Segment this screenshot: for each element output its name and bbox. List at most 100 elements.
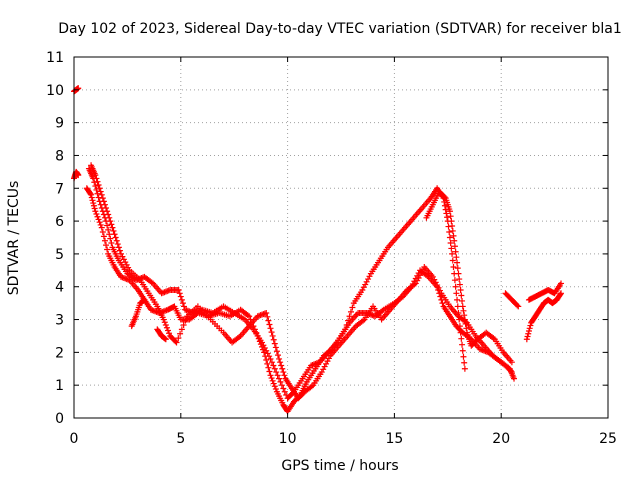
data-point: [178, 326, 185, 333]
data-point: [101, 201, 108, 208]
data-point: [141, 296, 148, 303]
data-point: [274, 372, 281, 379]
x-tick-label: 20: [492, 431, 510, 447]
data-point: [349, 304, 356, 311]
data-point: [108, 239, 115, 246]
data-point: [164, 327, 171, 334]
data-point: [162, 322, 169, 329]
data-point: [95, 216, 102, 223]
data-point: [455, 270, 462, 277]
data-point: [92, 172, 99, 179]
data-point: [270, 380, 277, 387]
data-point: [321, 363, 328, 370]
y-tick-label: 2: [55, 345, 64, 361]
data-point: [93, 210, 100, 217]
data-point: [163, 324, 170, 331]
data-point: [281, 388, 288, 395]
data-point: [460, 307, 467, 314]
data-point: [362, 281, 369, 288]
data-point: [277, 359, 284, 366]
data-point: [265, 364, 272, 371]
data-point: [450, 232, 457, 239]
data-point: [88, 191, 95, 198]
data-point: [441, 202, 448, 209]
data-point: [360, 284, 367, 291]
data-point: [96, 185, 103, 192]
data-point: [446, 229, 453, 236]
data-point: [166, 330, 173, 337]
data-point: [98, 224, 105, 231]
data-point: [450, 264, 457, 271]
data-point: [180, 322, 187, 329]
grid-lines: [74, 57, 608, 418]
y-tick-label: 10: [46, 83, 64, 99]
data-point: [101, 237, 108, 244]
data-point: [456, 323, 463, 330]
data-point: [160, 316, 167, 323]
data-point: [441, 194, 448, 201]
data-point: [97, 188, 104, 195]
data-point: [176, 290, 183, 297]
y-tick-label: 5: [55, 247, 64, 263]
data-point: [95, 181, 102, 188]
data-point: [444, 214, 451, 221]
data-point: [346, 313, 353, 320]
data-point: [527, 322, 534, 329]
data-point: [271, 340, 278, 347]
data-point: [266, 321, 273, 328]
data-point: [267, 372, 274, 379]
data-point: [365, 276, 372, 283]
data-point: [178, 296, 185, 303]
data-point: [269, 332, 276, 339]
data-point: [460, 353, 467, 360]
data-point: [343, 322, 350, 329]
data-point: [271, 383, 278, 390]
axis-ticks: [73, 56, 609, 419]
data-point: [278, 382, 285, 389]
plot-frame: [73, 56, 609, 419]
data-point: [280, 369, 287, 376]
data-point: [105, 226, 112, 233]
data-points: [71, 85, 565, 415]
data-point: [463, 325, 470, 332]
data-point: [456, 281, 463, 288]
data-point: [458, 292, 465, 299]
x-tick-label: 15: [385, 431, 403, 447]
chart-title: Day 102 of 2023, Sidereal Day-to-day VTE…: [58, 21, 621, 37]
y-tick-label: 1: [55, 378, 64, 394]
data-point: [112, 234, 119, 241]
data-point: [109, 224, 116, 231]
data-point: [104, 222, 111, 229]
data-point: [276, 375, 283, 382]
data-point: [181, 303, 188, 310]
data-point: [446, 234, 453, 241]
data-point: [272, 344, 279, 351]
data-point: [281, 372, 288, 379]
data-point: [269, 377, 276, 384]
data-point: [457, 287, 464, 294]
data-point: [508, 359, 515, 366]
data-point: [452, 283, 459, 290]
data-point: [453, 290, 460, 297]
data-point: [91, 205, 98, 212]
data-point: [114, 241, 121, 248]
data-point: [273, 348, 280, 355]
data-point: [173, 339, 180, 346]
data-point: [454, 259, 461, 266]
data-point: [246, 313, 253, 320]
data-point: [182, 317, 189, 324]
data-point: [459, 347, 466, 354]
data-point: [98, 191, 105, 198]
data-point: [363, 278, 370, 285]
data-point: [267, 325, 274, 332]
data-point: [345, 317, 352, 324]
data-point: [263, 357, 270, 364]
data-point: [448, 245, 455, 252]
data-point: [277, 378, 284, 385]
data-point: [175, 335, 182, 342]
data-point: [459, 341, 466, 348]
y-tick-label: 4: [55, 280, 64, 296]
data-point: [94, 190, 101, 197]
data-point: [268, 375, 275, 382]
data-point: [461, 365, 468, 372]
